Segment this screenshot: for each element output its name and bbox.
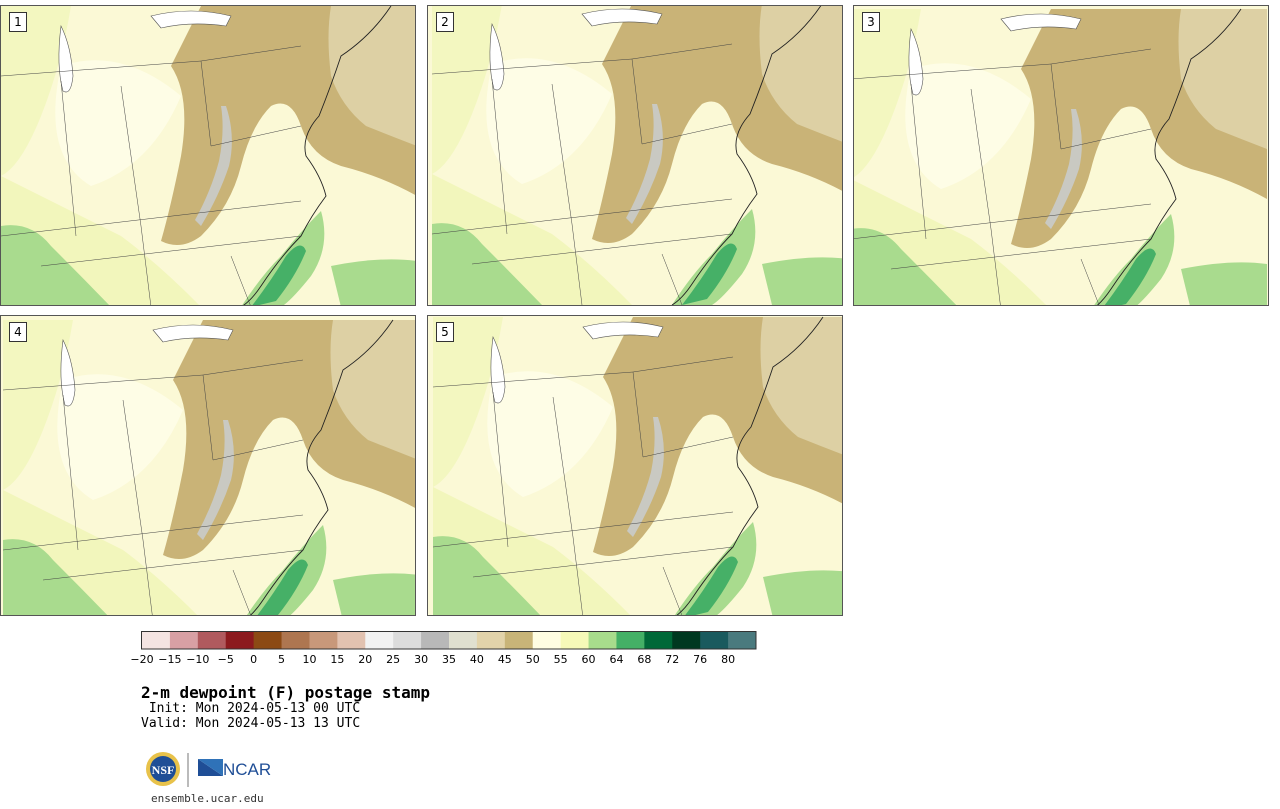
colorbar-tick-label: 76 xyxy=(693,653,708,666)
map-4 xyxy=(1,316,415,615)
map-panel-1: 1 xyxy=(0,5,416,306)
colorbar-tick-label: −10 xyxy=(186,653,210,666)
colorbar-bin xyxy=(644,632,673,649)
colorbar-bin xyxy=(253,632,283,649)
colorbar-tick-label: −15 xyxy=(158,653,182,666)
colorbar-bin xyxy=(142,632,171,649)
colorbar-bin xyxy=(365,632,394,649)
nsf-ncar-logo: NSF NCAR xyxy=(146,752,271,787)
colorbar-tick-label: 0 xyxy=(250,653,258,666)
map-1 xyxy=(1,6,415,305)
nsf-logo: NSF xyxy=(146,752,180,786)
colorbar-bin xyxy=(281,632,310,649)
colorbar-tick-label: 50 xyxy=(525,653,540,666)
colorbar-tick-label: 80 xyxy=(721,653,736,666)
map-panel-5: 5 xyxy=(427,315,843,616)
colorbar xyxy=(141,631,757,650)
colorbar-bin xyxy=(169,632,199,649)
map-5 xyxy=(428,316,842,615)
valid-time: Valid: Mon 2024-05-13 13 UTC xyxy=(141,716,361,731)
colorbar-bin xyxy=(309,632,338,649)
colorbar-bin xyxy=(504,632,534,649)
site-url: ensemble.ucar.edu xyxy=(151,792,264,805)
colorbar-tick-label: 20 xyxy=(358,653,373,666)
colorbar-tick-label: 15 xyxy=(330,653,345,666)
colorbar-bin xyxy=(728,632,757,649)
panel-label-1: 1 xyxy=(9,12,27,32)
colorbar-bin xyxy=(616,632,645,649)
colorbar-tick-label: −20 xyxy=(130,653,154,666)
panel-label-4: 4 xyxy=(9,322,27,342)
panel-label-3: 3 xyxy=(862,12,880,32)
panel-label-2: 2 xyxy=(436,12,454,32)
colorbar-tick-label: 55 xyxy=(553,653,568,666)
colorbar-tick-label: 35 xyxy=(442,653,456,666)
colorbar-tick-label: 64 xyxy=(609,653,624,666)
figure-title: 2-m dewpoint (F) postage stamp xyxy=(141,683,430,702)
colorbar-tick-label: 60 xyxy=(581,653,596,666)
colorbar-bin xyxy=(225,632,255,649)
map-3 xyxy=(854,6,1268,305)
colorbar-bin xyxy=(672,632,701,649)
map-2 xyxy=(428,6,842,305)
colorbar-bin xyxy=(449,632,478,649)
colorbar-bin xyxy=(421,632,450,649)
colorbar-bin xyxy=(476,632,506,649)
colorbar-bin xyxy=(393,632,422,649)
map-panel-3: 3 xyxy=(853,5,1269,306)
colorbar-bin xyxy=(197,632,227,649)
map-panel-4: 4 xyxy=(0,315,416,616)
colorbar-tick-label: 10 xyxy=(302,653,317,666)
colorbar-tick-label: 72 xyxy=(665,653,680,666)
colorbar-tick-label: 45 xyxy=(497,653,512,666)
ncar-logo: NCAR xyxy=(198,759,271,779)
colorbar-bin xyxy=(588,632,617,649)
svg-text:NCAR: NCAR xyxy=(223,760,271,779)
logos: NSF NCAR xyxy=(145,750,275,790)
colorbar-tick-label: 30 xyxy=(414,653,429,666)
colorbar-bin xyxy=(560,632,590,649)
panel-label-5: 5 xyxy=(436,322,454,342)
init-time: Init: Mon 2024-05-13 00 UTC xyxy=(141,701,361,716)
colorbar-tick-label: 40 xyxy=(469,653,484,666)
colorbar-tick-label: 25 xyxy=(386,653,401,666)
colorbar-tick-label: 68 xyxy=(637,653,652,666)
svg-text:NSF: NSF xyxy=(152,763,175,777)
colorbar-bin xyxy=(337,632,366,649)
colorbar-tick-label: −5 xyxy=(217,653,234,666)
colorbar-bin xyxy=(700,632,729,649)
colorbar-tick-label: 5 xyxy=(278,653,286,666)
map-panel-2: 2 xyxy=(427,5,843,306)
colorbar-bin xyxy=(532,632,562,649)
